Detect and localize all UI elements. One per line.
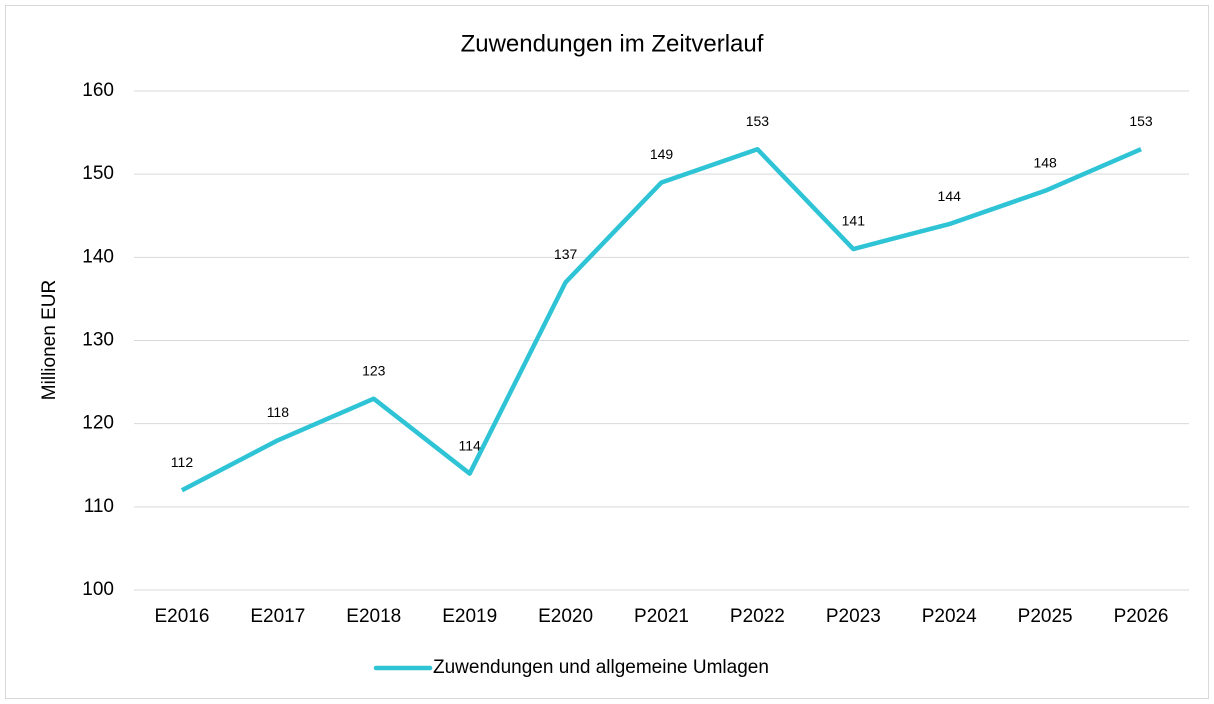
x-tick-label: E2017 xyxy=(250,606,305,627)
data-label: 153 xyxy=(746,113,770,129)
series-line xyxy=(180,146,1142,493)
data-label: 141 xyxy=(842,213,866,229)
y-tick-label: 120 xyxy=(82,413,114,434)
data-label: 144 xyxy=(938,188,962,204)
data-label: 123 xyxy=(362,362,386,378)
data-label: 114 xyxy=(459,437,482,453)
y-axis-label: Millionen EUR xyxy=(39,280,60,400)
x-tick-label: E2016 xyxy=(154,606,209,627)
y-tick-label: 160 xyxy=(82,80,114,101)
data-label: 148 xyxy=(1033,155,1057,171)
data-label: 137 xyxy=(554,246,578,262)
x-tick-label: P2025 xyxy=(1018,606,1073,627)
x-tick-label: E2018 xyxy=(346,606,401,627)
legend-label: Zuwendungen und allgemeine Umlagen xyxy=(433,657,769,678)
y-tick-label: 140 xyxy=(82,246,114,267)
x-tick-label: P2023 xyxy=(826,606,881,627)
data-label: 112 xyxy=(171,454,194,470)
y-tick-label: 110 xyxy=(84,496,114,517)
x-tick-label: E2020 xyxy=(538,606,593,627)
x-tick-label: P2026 xyxy=(1114,606,1169,627)
data-label: 153 xyxy=(1129,113,1153,129)
data-label: 149 xyxy=(650,146,674,162)
x-tick-label: P2022 xyxy=(730,606,785,627)
y-tick-label: 130 xyxy=(82,330,114,351)
x-tick-label: E2019 xyxy=(442,606,497,627)
data-label: 118 xyxy=(267,404,290,420)
chart-border xyxy=(5,5,1209,699)
y-tick-label: 150 xyxy=(82,163,114,184)
x-tick-label: P2021 xyxy=(634,606,689,627)
x-tick-label: P2024 xyxy=(922,606,977,627)
y-tick-label: 100 xyxy=(82,579,114,600)
chart-title: Zuwendungen im Zeitverlauf xyxy=(461,30,764,57)
